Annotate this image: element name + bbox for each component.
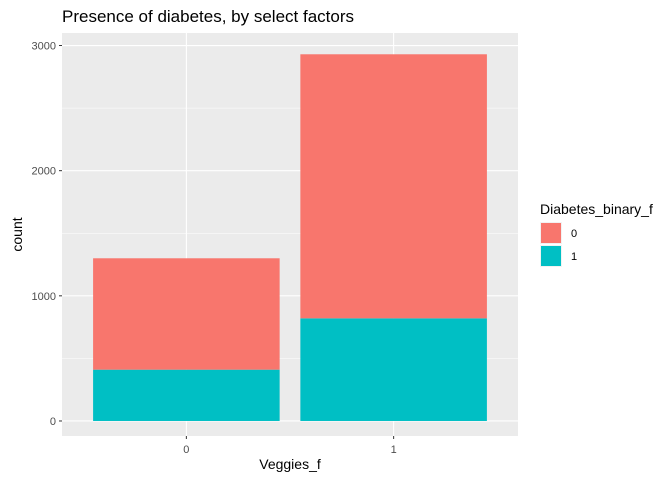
y-tick-label: 1000 xyxy=(32,291,56,303)
legend: Diabetes_binary_f 0 1 xyxy=(540,201,653,267)
bar-0-series-0 xyxy=(93,258,280,370)
legend-swatch-0 xyxy=(541,223,561,243)
x-tick-label: 1 xyxy=(391,444,397,456)
y-tick-label: 3000 xyxy=(32,41,56,53)
bar-1-series-0 xyxy=(300,54,487,319)
x-axis-title: Veggies_f xyxy=(259,456,321,472)
bars xyxy=(93,54,487,421)
x-tick-label: 0 xyxy=(183,444,189,456)
y-axis-ticks: 0 1000 2000 3000 xyxy=(32,41,62,428)
chart-title: Presence of diabetes, by select factors xyxy=(62,7,354,26)
legend-title: Diabetes_binary_f xyxy=(540,201,653,217)
bar-1-series-1 xyxy=(300,318,487,421)
legend-label-1: 1 xyxy=(571,251,577,263)
y-tick-label: 2000 xyxy=(32,166,56,178)
legend-label-0: 0 xyxy=(571,228,577,240)
bar-0-series-1 xyxy=(93,369,280,421)
y-tick-label: 0 xyxy=(50,416,56,428)
y-axis-title: count xyxy=(9,217,25,251)
legend-swatch-1 xyxy=(541,246,561,266)
